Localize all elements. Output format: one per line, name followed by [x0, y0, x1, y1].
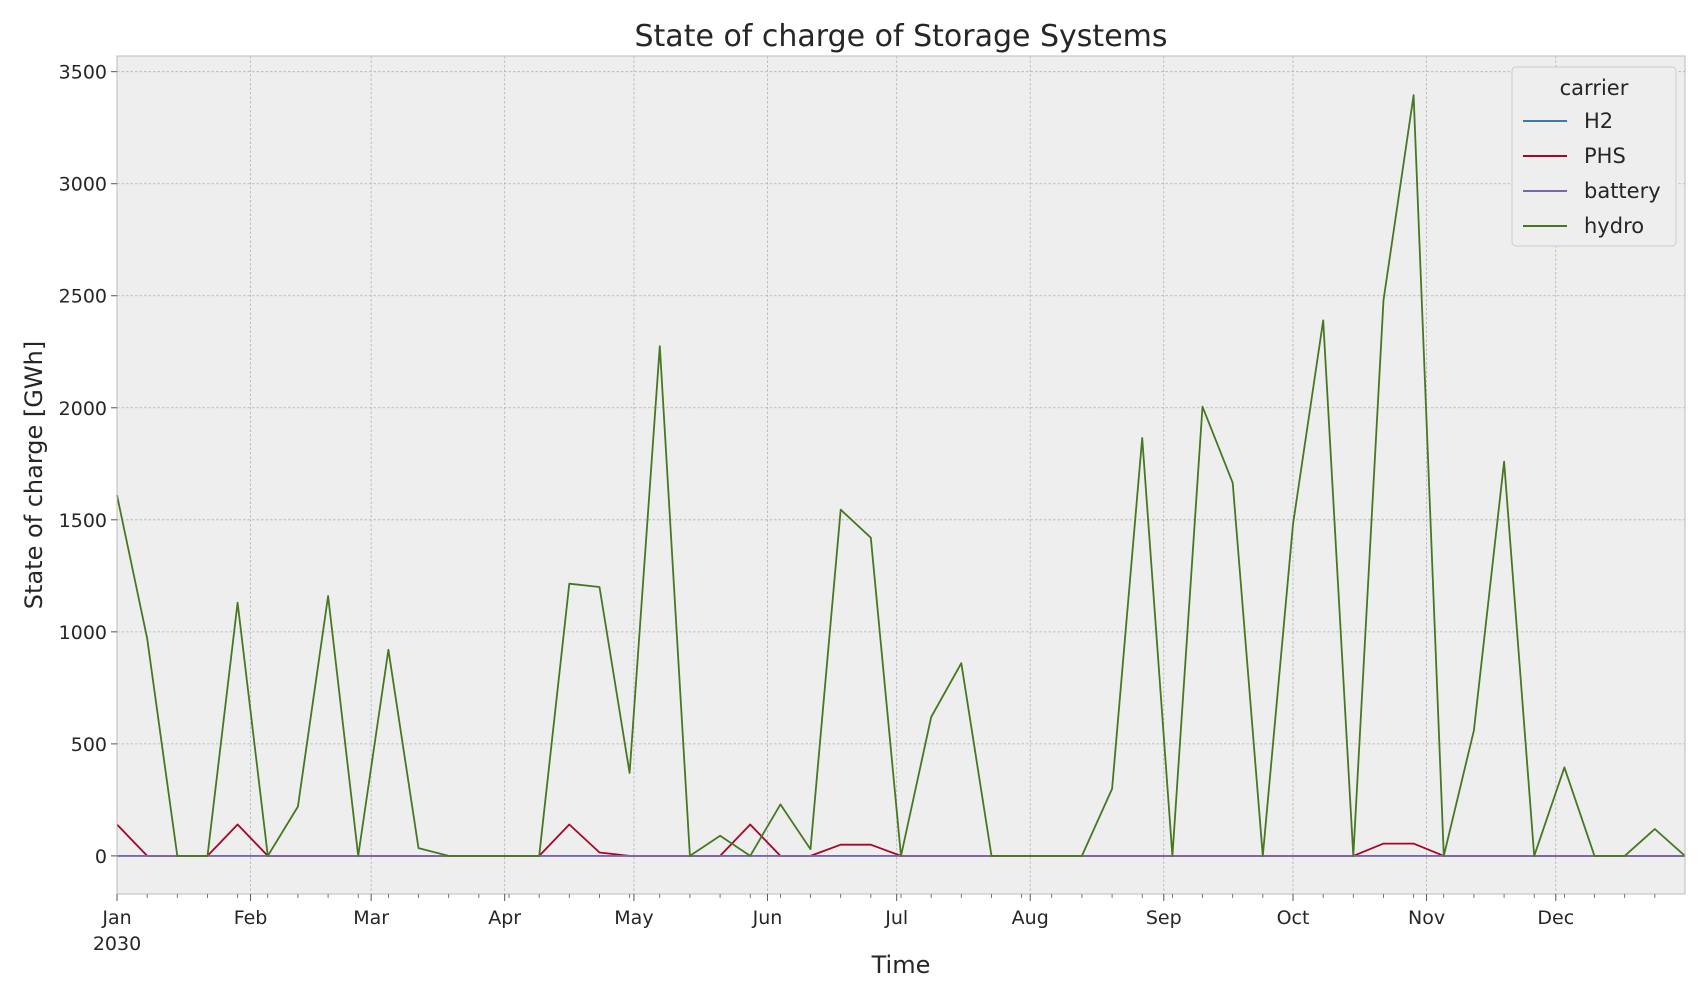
legend: carrier H2 PHS battery hydro	[1511, 66, 1677, 247]
chart-title: State of charge of Storage Systems	[635, 19, 1168, 54]
y-tick-label: 0	[95, 846, 107, 868]
x-tick-label: Feb	[234, 907, 268, 929]
y-tick-label: 1500	[59, 510, 107, 532]
x-tick-label: Jul	[884, 907, 908, 929]
legend-label-phs: PHS	[1584, 144, 1626, 168]
x-tick-label: Dec	[1537, 907, 1574, 929]
legend-box	[1511, 66, 1677, 247]
x-tick-sublabel: 2030	[93, 933, 141, 955]
x-tick-label: Apr	[488, 907, 521, 929]
x-tick-label: Oct	[1277, 907, 1310, 929]
x-tick-label: Nov	[1408, 907, 1445, 929]
x-tick-label: Jun	[752, 907, 783, 929]
series-line-hydro	[116, 94, 1686, 857]
gridlines	[116, 56, 1685, 894]
x-tick-label: Aug	[1012, 907, 1049, 929]
legend-label-hydro: hydro	[1584, 214, 1644, 238]
legend-title: carrier	[1560, 76, 1629, 100]
x-tick-label: Mar	[353, 907, 389, 929]
x-axis-title: Time	[871, 951, 931, 979]
plot-area	[117, 56, 1685, 894]
axes: 0 500 1000 1500 2000 2500 3000 3500 Jan 2030 Feb Ma…	[59, 62, 1656, 955]
y-tick-label: 2500	[59, 286, 107, 308]
y-tick-label: 2000	[59, 398, 107, 420]
y-tick-label: 3000	[59, 174, 107, 196]
y-axis-title: State of charge [GWh]	[20, 341, 48, 609]
y-tick-label: 500	[71, 734, 107, 756]
y-tick-label: 1000	[59, 622, 107, 644]
legend-label-h2: H2	[1584, 109, 1613, 133]
x-tick-label: Jan	[101, 907, 131, 929]
legend-label-battery: battery	[1584, 179, 1661, 203]
series-lines	[116, 94, 1686, 857]
x-tick-label: Sep	[1146, 907, 1182, 929]
x-tick-label: May	[614, 907, 653, 929]
y-tick-label: 3500	[59, 62, 107, 84]
